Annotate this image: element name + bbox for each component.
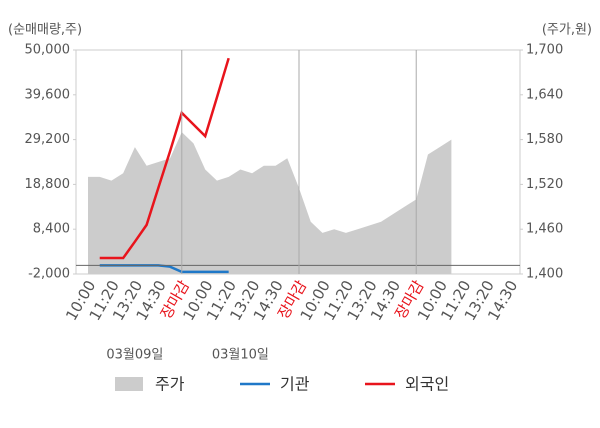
legend-label: 기관 xyxy=(280,375,310,394)
legend-swatch xyxy=(115,377,143,391)
y-tick-label: 39,600 xyxy=(25,87,71,102)
y2-tick-label: 1,520 xyxy=(526,177,563,192)
net-line xyxy=(99,57,230,260)
date-label: 03월10일 xyxy=(212,348,269,363)
y-tick-label: 18,800 xyxy=(25,177,71,192)
y-tick-label: -2,000 xyxy=(28,267,70,282)
legend-label: 외국인 xyxy=(405,375,449,394)
y2-tick-label: 1,640 xyxy=(526,87,563,102)
y-tick-label: 8,400 xyxy=(33,222,70,237)
plot-frame xyxy=(75,49,521,275)
y-tick-label: 29,200 xyxy=(25,132,71,147)
y2-tick-label: 1,460 xyxy=(526,222,563,237)
y-axis-title: (순매매량,주) xyxy=(8,23,82,38)
y2-axis-title: (주가,원) xyxy=(542,23,592,38)
y-tick-label: 50,000 xyxy=(25,43,71,58)
y2-tick-label: 1,700 xyxy=(526,43,563,58)
y2-tick-label: 1,580 xyxy=(526,132,563,147)
legend-label: 주가 xyxy=(155,375,185,394)
y2-tick-label: 1,400 xyxy=(526,267,563,282)
price-area xyxy=(88,132,452,274)
date-label: 03월09일 xyxy=(106,348,163,363)
